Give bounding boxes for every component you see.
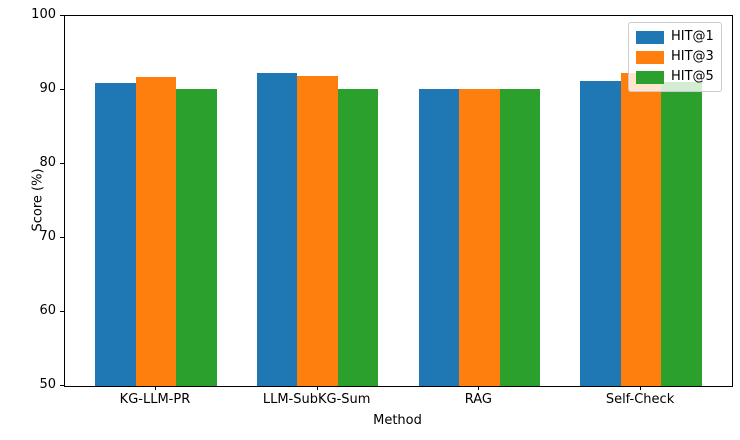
y-axis-tick bbox=[60, 237, 64, 238]
bars-layer bbox=[65, 16, 732, 386]
bar bbox=[580, 81, 621, 386]
y-axis-tick bbox=[60, 89, 64, 90]
x-axis-tick-label: Self-Check bbox=[605, 392, 675, 407]
y-axis-tick-label: 100 bbox=[31, 7, 56, 22]
x-axis-tick bbox=[478, 386, 480, 390]
x-axis-tick bbox=[640, 386, 642, 390]
legend-swatch bbox=[636, 30, 664, 44]
y-axis-tick bbox=[60, 311, 64, 312]
legend-swatch bbox=[636, 50, 664, 64]
legend-swatch bbox=[636, 70, 664, 84]
legend-item: HIT@1 bbox=[636, 27, 714, 47]
plot-area bbox=[64, 15, 733, 387]
bar bbox=[499, 88, 540, 386]
y-axis-label: Score (%) bbox=[30, 168, 46, 232]
x-axis-tick-label: RAG bbox=[464, 392, 492, 407]
x-axis-label: Method bbox=[373, 413, 422, 428]
x-axis-tick-label: LLM-SubKG-Sum bbox=[262, 392, 371, 407]
x-axis-tick bbox=[316, 386, 318, 390]
x-axis-tick-label: KG-LLM-PR bbox=[119, 392, 191, 407]
bar bbox=[257, 72, 298, 386]
y-axis-tick-label: 50 bbox=[39, 377, 56, 392]
legend: HIT@1 HIT@3 HIT@5 bbox=[628, 22, 722, 92]
legend-label: HIT@5 bbox=[671, 69, 714, 84]
bar bbox=[661, 81, 702, 386]
legend-label: HIT@1 bbox=[671, 29, 714, 44]
y-axis-tick bbox=[60, 385, 64, 386]
legend-label: HIT@3 bbox=[671, 49, 714, 64]
y-axis-tick bbox=[60, 15, 64, 16]
y-axis-tick-label: 80 bbox=[39, 155, 56, 170]
legend-item: HIT@5 bbox=[636, 67, 714, 87]
x-axis-tick bbox=[154, 386, 156, 390]
bar bbox=[297, 75, 338, 386]
bar bbox=[337, 88, 379, 386]
y-axis-tick-label: 70 bbox=[39, 229, 56, 244]
y-axis-tick bbox=[60, 163, 64, 164]
bar bbox=[620, 72, 662, 386]
y-axis-tick-label: 90 bbox=[39, 81, 56, 96]
bar bbox=[176, 88, 217, 386]
bar bbox=[418, 88, 460, 386]
y-axis-tick-label: 60 bbox=[39, 303, 56, 318]
bar bbox=[459, 88, 500, 386]
bar bbox=[135, 76, 177, 386]
bar bbox=[95, 82, 136, 386]
legend-item: HIT@3 bbox=[636, 47, 714, 67]
